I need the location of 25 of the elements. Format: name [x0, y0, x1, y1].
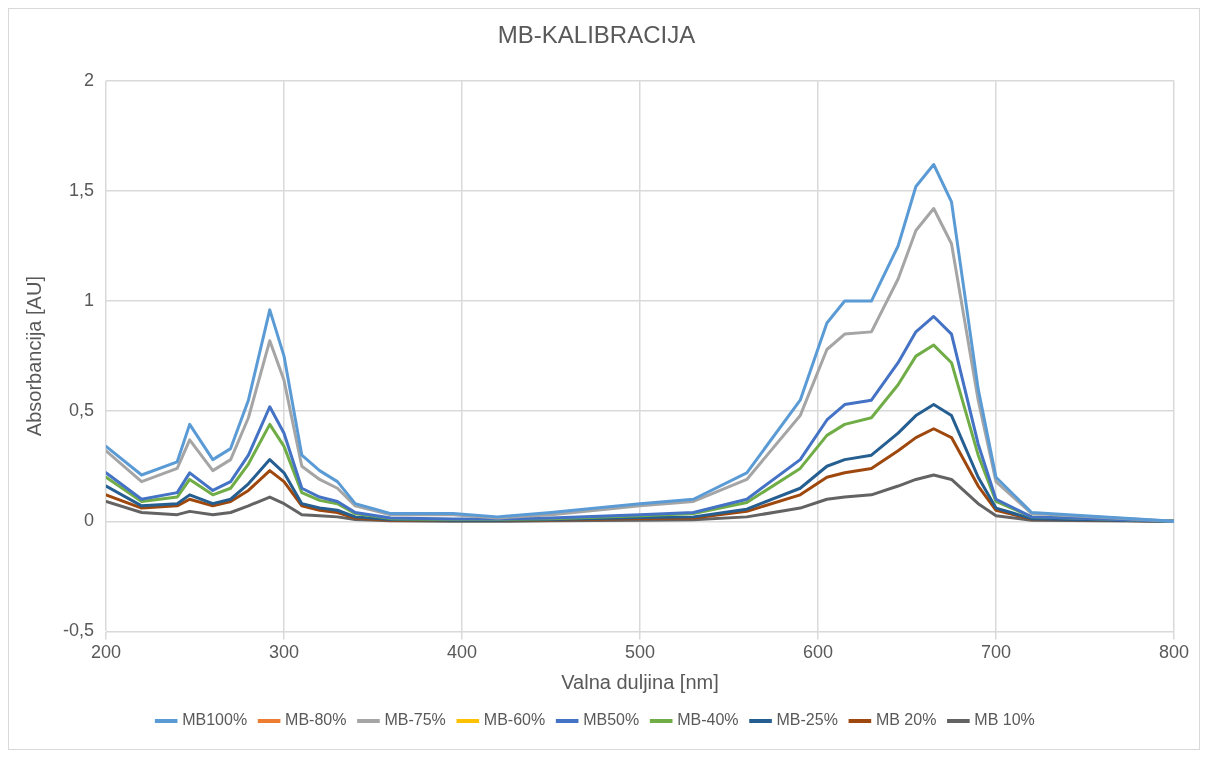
y-tick-label: 2 [84, 69, 95, 90]
x-tick-label: 800 [1158, 642, 1190, 663]
legend-label: MB50% [583, 711, 640, 729]
legend-label: MB 20% [875, 711, 937, 729]
y-tick-label: 1 [84, 290, 95, 311]
legend-label: MB 10% [974, 711, 1035, 729]
x-tick-label: 700 [980, 642, 1012, 663]
y-tick-label: 1,5 [68, 179, 95, 200]
y-axis-title: Absorbancija [AU] [22, 276, 45, 437]
x-tick-label: 400 [446, 642, 478, 663]
legend-label: MB-25% [776, 711, 838, 729]
x-tick-label: 300 [268, 642, 300, 663]
y-tick-label: 0 [84, 510, 95, 531]
legend-label: MB-60% [483, 711, 546, 729]
legend-label: MB-75% [384, 711, 446, 729]
x-tick-label: 200 [90, 642, 122, 663]
y-tick-label: -0,5 [62, 620, 95, 641]
x-axis-title: Valna duljina [nm] [561, 670, 719, 693]
y-tick-label: 0,5 [68, 400, 95, 421]
legend-label: MB-80% [285, 711, 347, 729]
legend-label: MB100% [182, 711, 248, 729]
chart-title: MB-KALIBRACIJA [497, 21, 696, 49]
x-tick-label: 500 [624, 642, 656, 663]
x-tick-label: 600 [802, 642, 834, 663]
legend-label: MB-40% [677, 711, 739, 729]
